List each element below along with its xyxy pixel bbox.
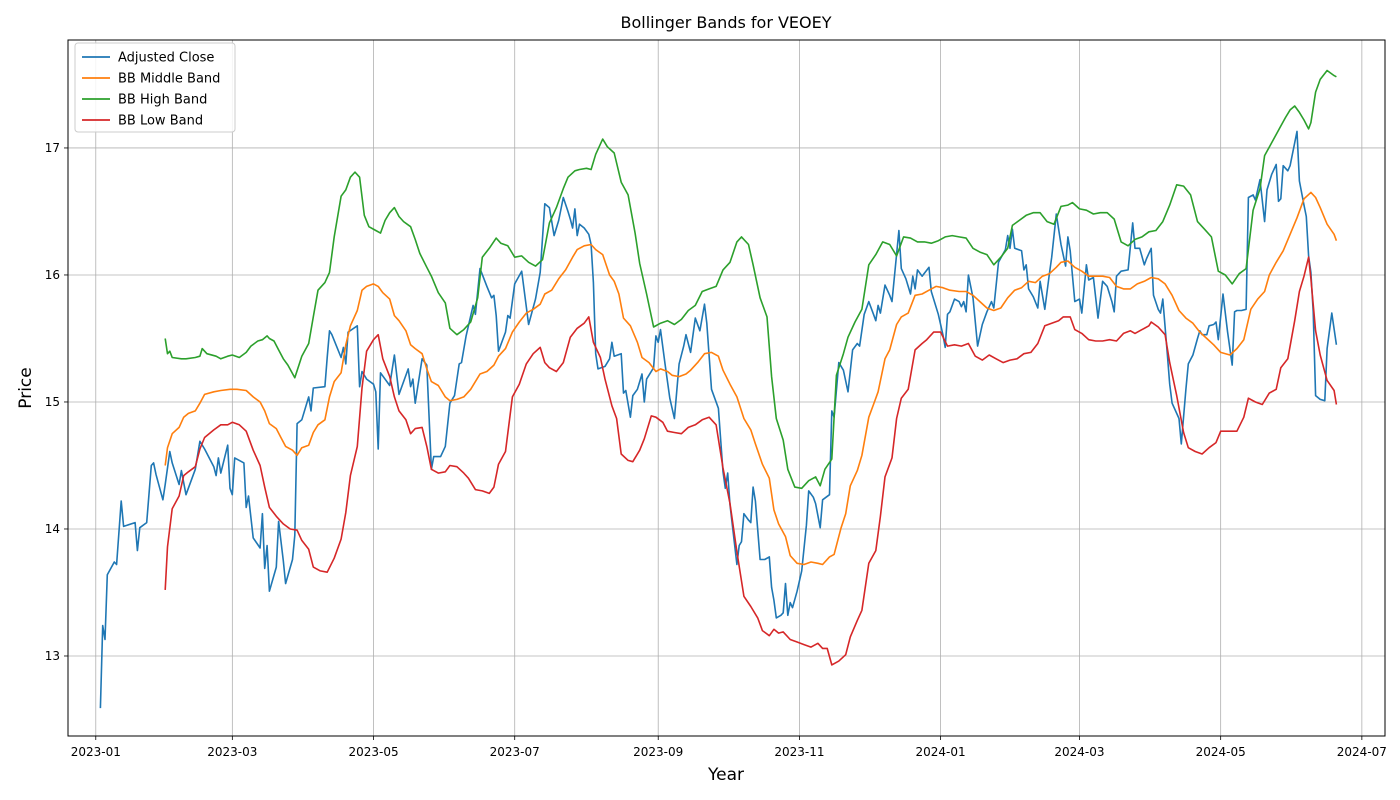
series-line-adjusted-close	[99, 130, 1338, 709]
x-tick-label: 2023-09	[633, 745, 683, 759]
y-axis-label: Price	[16, 367, 36, 408]
x-axis-label: Year	[707, 765, 744, 785]
legend-label: BB Middle Band	[118, 72, 220, 87]
series-line-bb-middle-band	[164, 191, 1338, 566]
legend: Adjusted Close BB Middle Band BB High Band…	[74, 42, 236, 133]
x-tick-label: 2023-11	[774, 745, 824, 759]
y-tick-label: 17	[45, 141, 60, 155]
series-line-bb-high-band	[164, 69, 1337, 490]
y-tick-label: 14	[45, 522, 60, 536]
chart-title: Bollinger Bands for VEOEY	[620, 13, 831, 32]
x-tick-label: 2024-05	[1196, 745, 1246, 759]
x-tick-label: 2023-03	[207, 745, 257, 759]
x-tick-label: 2023-01	[71, 745, 121, 759]
x-tick-label: 2024-07	[1337, 745, 1387, 759]
x-axis: 2023-01 2023-03 2023-05 2023-07 2023-09 2023-…	[71, 736, 1387, 759]
x-tick-label: 2024-01	[916, 745, 966, 759]
legend-label: BB Low Band	[118, 114, 203, 129]
y-tick-label: 13	[45, 649, 60, 663]
legend-label: Adjusted Close	[118, 51, 214, 66]
x-tick-label: 2023-07	[490, 745, 540, 759]
y-tick-label: 16	[45, 268, 60, 282]
x-tick-label: 2023-05	[348, 745, 398, 759]
legend-label: BB High Band	[118, 93, 207, 108]
legend-box	[74, 42, 236, 133]
series-group	[99, 69, 1338, 709]
x-tick-label: 2024-03	[1054, 745, 1104, 759]
series-line-bb-low-band	[164, 256, 1338, 666]
plot-frame	[67, 39, 1386, 737]
grid	[68, 40, 1385, 736]
y-tick-label: 15	[45, 395, 60, 409]
y-axis: 13 14 15 16 17	[45, 141, 68, 663]
